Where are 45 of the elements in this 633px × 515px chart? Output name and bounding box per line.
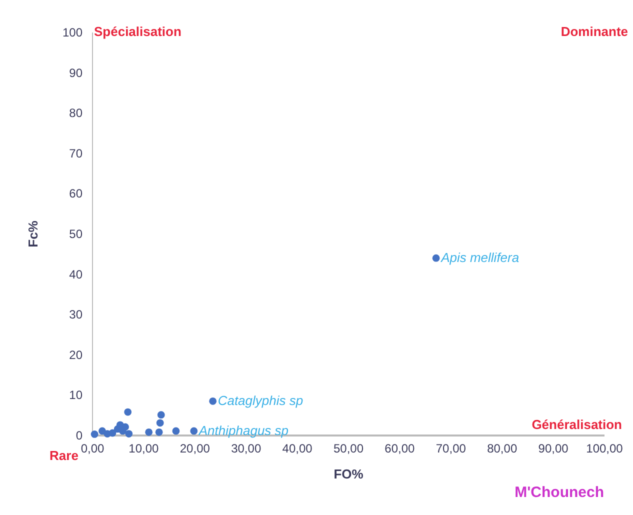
y-tick-label: 30 [69,308,83,322]
annotation: Cataglyphis sp [218,393,304,408]
point [108,429,116,437]
y-axis-title: Fc% [25,220,40,248]
y-tick-label: 60 [69,186,83,201]
y-tick-label: 40 [69,267,83,282]
annotation: Spécialisation [94,24,182,39]
y-tick-label: 90 [69,66,83,80]
annotation: Anthiphagus sp [198,422,289,438]
y-tick-label: 100 [62,26,83,40]
point [122,423,129,431]
x-tick-label: 30,00 [231,442,262,456]
y-tick-label: 0 [76,428,83,442]
x-tick-label: 20,00 [180,442,210,456]
point [432,254,440,262]
x-tick-label: 10,00 [128,442,160,456]
y-tick-label: 10 [69,388,83,402]
y-tick-label: 80 [69,106,83,120]
x-tick-label: 60,00 [384,442,416,456]
text: Rare [50,448,78,463]
x-tick-label: 50,00 [333,442,364,456]
y-tick-label: 70 [69,146,83,160]
point [190,427,198,435]
point [156,419,164,427]
point [157,411,165,419]
point [125,430,133,438]
point [155,428,163,436]
y-tick-label: 50 [69,227,83,241]
point [90,430,98,438]
point [145,428,153,436]
point [124,408,132,416]
x-tick-label: 100,00 [586,442,624,456]
annotation: Généralisation [532,417,622,432]
point [172,427,180,435]
x-tick-label: 90,00 [538,442,569,456]
x-tick-label: 40,00 [282,442,313,456]
text: M'Chounech [514,484,604,501]
annotation: Apis mellifera [440,250,520,266]
x-tick-label: 80,00 [487,442,518,456]
y-tick-label: 20 [69,348,83,362]
annotation: Dominante [560,24,628,39]
x-axis-title: FO% [334,466,364,482]
point [209,397,217,405]
x-tick-label: 0,00 [80,442,104,456]
x-tick-label: 70,00 [436,442,466,456]
